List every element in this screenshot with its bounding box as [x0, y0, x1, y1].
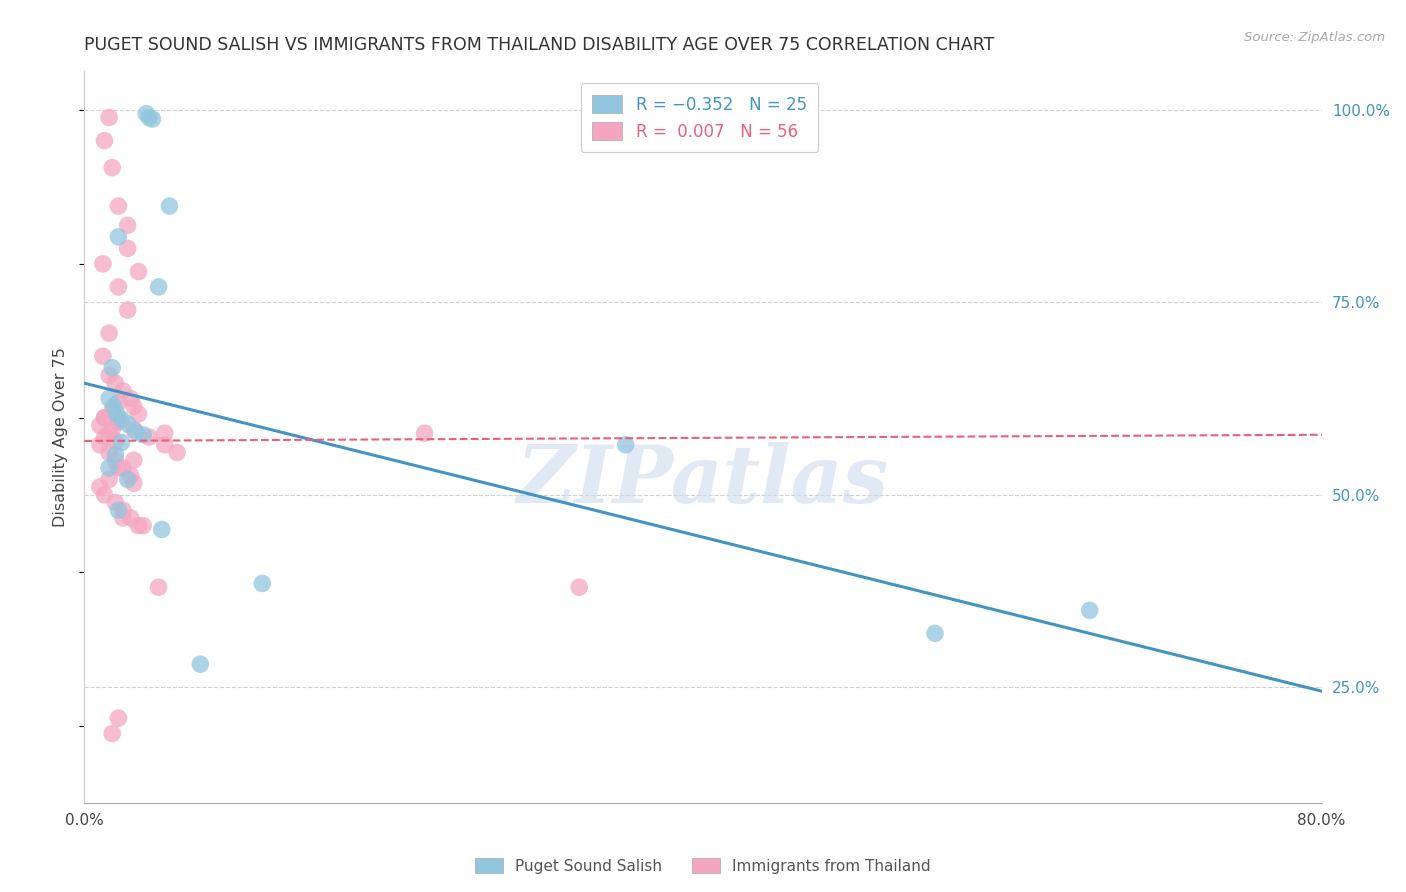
- Point: [105, 407, 128, 421]
- Point: [107, 415, 129, 429]
- Point: [89, 418, 111, 433]
- Point: [153, 426, 176, 441]
- Point: [252, 576, 274, 591]
- Point: [98, 472, 121, 486]
- Point: [132, 518, 155, 533]
- Y-axis label: Disability Age Over 75: Disability Age Over 75: [53, 347, 69, 527]
- Point: [117, 472, 139, 486]
- Point: [148, 280, 170, 294]
- Point: [112, 384, 135, 398]
- Point: [141, 112, 163, 127]
- Point: [93, 488, 115, 502]
- Point: [153, 438, 176, 452]
- Point: [98, 445, 121, 459]
- Point: [98, 111, 121, 125]
- Point: [188, 657, 212, 672]
- Point: [93, 430, 115, 444]
- Point: [128, 407, 150, 421]
- Point: [117, 417, 139, 431]
- Point: [107, 415, 129, 429]
- Point: [93, 410, 115, 425]
- Point: [107, 395, 129, 409]
- Text: PUGET SOUND SALISH VS IMMIGRANTS FROM THAILAND DISABILITY AGE OVER 75 CORRELATIO: PUGET SOUND SALISH VS IMMIGRANTS FROM TH…: [84, 36, 994, 54]
- Point: [120, 511, 142, 525]
- Text: Source: ZipAtlas.com: Source: ZipAtlas.com: [1244, 31, 1385, 45]
- Point: [120, 392, 142, 406]
- Point: [101, 726, 124, 740]
- Point: [98, 326, 121, 340]
- Point: [101, 422, 124, 436]
- Legend: Puget Sound Salish, Immigrants from Thailand: Puget Sound Salish, Immigrants from Thai…: [470, 852, 936, 880]
- Point: [104, 376, 127, 391]
- Point: [107, 199, 129, 213]
- Point: [103, 399, 125, 413]
- Point: [104, 448, 127, 462]
- Point: [112, 503, 135, 517]
- Point: [89, 480, 111, 494]
- Point: [93, 410, 115, 425]
- Point: [117, 219, 139, 233]
- Point: [104, 453, 127, 467]
- Point: [101, 360, 124, 375]
- Point: [104, 434, 127, 448]
- Point: [117, 303, 139, 318]
- Point: [122, 453, 145, 467]
- Point: [110, 412, 132, 426]
- Point: [1078, 603, 1101, 617]
- Point: [101, 161, 124, 175]
- Point: [107, 280, 129, 294]
- Point: [91, 349, 114, 363]
- Point: [110, 435, 132, 450]
- Point: [112, 461, 135, 475]
- Point: [122, 399, 145, 413]
- Point: [112, 511, 135, 525]
- Point: [122, 422, 145, 436]
- Point: [166, 445, 188, 459]
- Point: [98, 392, 121, 406]
- Point: [101, 403, 124, 417]
- Point: [107, 711, 129, 725]
- Legend: R = −0.352   N = 25, R =  0.007   N = 56: R = −0.352 N = 25, R = 0.007 N = 56: [581, 83, 818, 153]
- Point: [148, 580, 170, 594]
- Point: [98, 368, 121, 383]
- Point: [150, 523, 173, 537]
- Point: [98, 426, 121, 441]
- Point: [107, 503, 129, 517]
- Point: [924, 626, 946, 640]
- Point: [107, 461, 129, 475]
- Text: ZIPatlas: ZIPatlas: [517, 442, 889, 520]
- Point: [159, 199, 181, 213]
- Point: [138, 430, 160, 444]
- Point: [614, 438, 637, 452]
- Point: [107, 230, 129, 244]
- Point: [93, 134, 115, 148]
- Point: [138, 111, 160, 125]
- Point: [128, 518, 150, 533]
- Point: [413, 426, 436, 441]
- Point: [135, 106, 157, 120]
- Point: [124, 425, 146, 439]
- Point: [91, 257, 114, 271]
- Point: [117, 242, 139, 256]
- Point: [98, 461, 121, 475]
- Point: [568, 580, 591, 594]
- Point: [120, 468, 142, 483]
- Point: [122, 476, 145, 491]
- Point: [89, 438, 111, 452]
- Point: [128, 264, 150, 278]
- Point: [132, 427, 155, 442]
- Point: [104, 495, 127, 509]
